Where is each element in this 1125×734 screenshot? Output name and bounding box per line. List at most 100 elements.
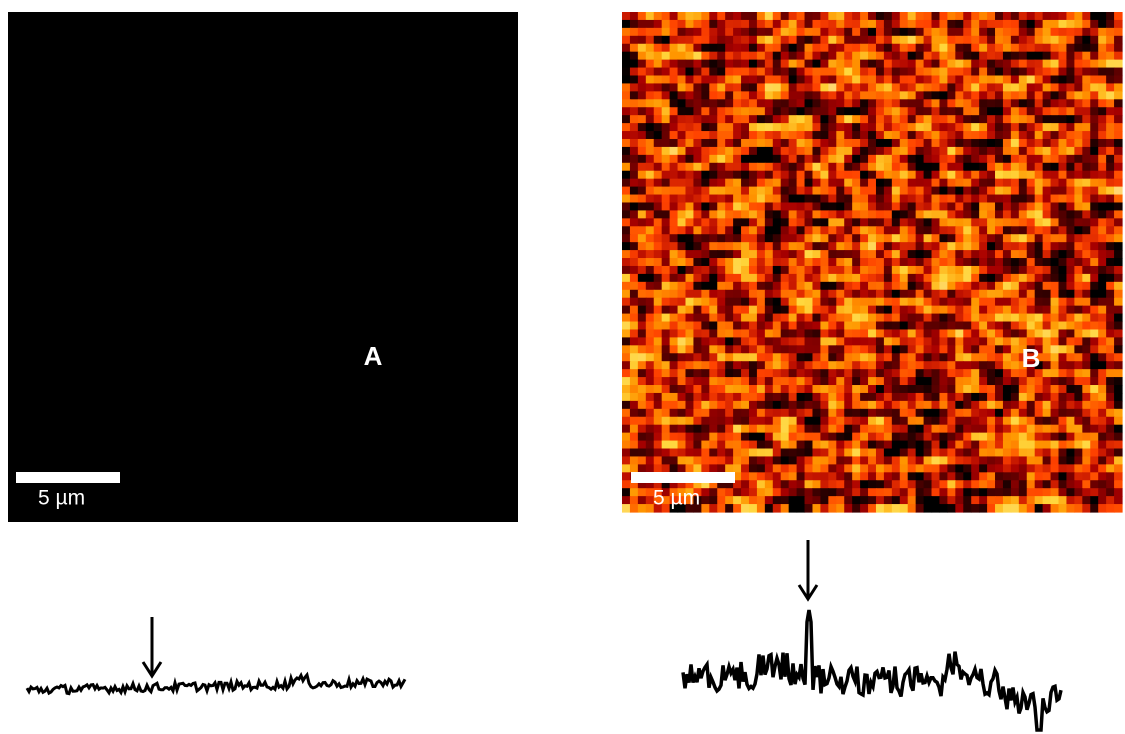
pixel [693,449,702,458]
pixel [701,163,710,172]
pixel [741,163,750,172]
pixel [741,12,750,21]
pixel [1106,91,1115,100]
pixel [876,195,885,204]
pixel [892,361,901,370]
pixel [828,385,837,394]
pixel [1114,218,1123,227]
pixel [1051,441,1060,450]
pixel [693,274,702,283]
pixel [1019,163,1028,172]
pixel [685,83,694,92]
pixel [1043,472,1052,481]
pixel [797,36,806,45]
pixel [765,425,774,434]
pixel [638,179,647,188]
pixel [844,179,853,188]
pixel [916,361,925,370]
pixel [836,369,845,378]
pixel [701,282,710,291]
pixel [908,282,917,291]
pixel [646,441,655,450]
pixel [1074,210,1083,219]
pixel [805,369,814,378]
pixel [685,242,694,251]
pixel [757,456,766,465]
pixel [1066,60,1075,69]
pixel [844,425,853,434]
pixel [1043,234,1052,243]
pixel [654,425,663,434]
pixel [662,171,671,180]
pixel [860,195,869,204]
pixel [678,314,687,323]
pixel [725,409,734,418]
pixel [1051,179,1060,188]
pixel [908,322,917,331]
pixel [844,139,853,148]
pixel [868,417,877,426]
pixel [646,369,655,378]
pixel [670,139,679,148]
pixel [1066,345,1075,354]
pixel [1043,282,1052,291]
pixel [1106,60,1115,69]
pixel [836,163,845,172]
pixel [955,83,964,92]
pixel [1043,210,1052,219]
pixel [995,488,1004,497]
pixel [733,115,742,124]
pixel [1066,218,1075,227]
pixel [1059,44,1068,53]
pixel [638,20,647,29]
pixel [1003,266,1012,275]
pixel [932,306,941,315]
pixel [900,464,909,473]
pixel [670,258,679,267]
pixel [860,258,869,267]
pixel [757,36,766,45]
pixel [1106,52,1115,61]
pixel [781,187,790,196]
pixel [1066,115,1075,124]
pixel [1114,433,1123,442]
pixel [725,107,734,116]
pixel [1059,472,1068,481]
pixel [678,234,687,243]
pixel [749,345,758,354]
pixel [662,353,671,362]
pixel [662,282,671,291]
pixel [939,28,948,37]
pixel [955,99,964,108]
pixel [963,441,972,450]
pixel [1074,250,1083,259]
pixel [892,242,901,251]
pixel [963,369,972,378]
pixel [789,75,798,84]
pixel [1003,36,1012,45]
pixel [789,314,798,323]
pixel [1098,234,1107,243]
pixel [638,409,647,418]
pixel [749,52,758,61]
pixel [1098,282,1107,291]
pixel [757,449,766,458]
pixel [924,139,933,148]
pixel [987,361,996,370]
pixel [955,393,964,402]
pixel [1019,171,1028,180]
pixel [749,329,758,338]
pixel [733,210,742,219]
pixel [876,306,885,315]
pixel [1066,329,1075,338]
pixel [622,218,631,227]
pixel [749,139,758,148]
pixel [979,226,988,235]
pixel [860,456,869,465]
pixel [908,91,917,100]
pixel [1051,171,1060,180]
pixel [1090,44,1099,53]
pixel [876,449,885,458]
pixel [916,242,925,251]
pixel [678,353,687,362]
